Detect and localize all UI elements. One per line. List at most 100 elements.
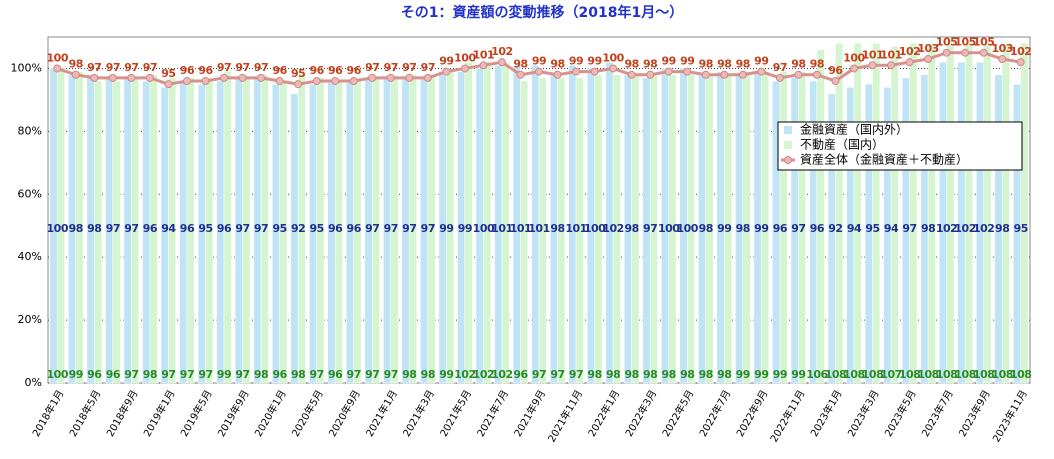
data-label: 94 xyxy=(161,222,176,235)
bar xyxy=(927,43,936,384)
data-label: 98 xyxy=(699,222,713,235)
point xyxy=(683,67,692,76)
point xyxy=(405,73,414,82)
point xyxy=(924,55,933,64)
y-tick-label: 0% xyxy=(25,376,42,389)
x-tick-label: 2022年5月 xyxy=(659,388,696,439)
data-label: 99 xyxy=(439,368,453,381)
data-label: 100 xyxy=(676,222,698,235)
data-label: 99 xyxy=(754,368,768,381)
data-label: 97 xyxy=(384,368,398,381)
point xyxy=(590,67,599,76)
data-label: 102 xyxy=(936,222,957,235)
data-label: 99 xyxy=(680,55,694,68)
data-label: 96 xyxy=(328,64,343,77)
data-label: 97 xyxy=(421,222,435,235)
data-label: 97 xyxy=(180,368,194,381)
point xyxy=(720,70,729,79)
bar xyxy=(742,71,751,384)
data-label: 102 xyxy=(602,222,623,235)
data-label: 97 xyxy=(365,222,379,235)
point xyxy=(257,73,266,82)
data-label: 101 xyxy=(473,48,494,61)
data-label: 97 xyxy=(106,61,120,74)
data-label: 105 xyxy=(973,36,994,49)
bar xyxy=(853,43,862,384)
point xyxy=(572,67,581,76)
point xyxy=(979,48,988,57)
data-label: 99 xyxy=(736,368,750,381)
point xyxy=(108,73,117,82)
point xyxy=(516,70,525,79)
data-label: 96 xyxy=(180,64,195,77)
data-label: 96 xyxy=(773,222,788,235)
x-tick-label: 2023年7月 xyxy=(919,388,956,439)
point xyxy=(53,64,62,73)
point xyxy=(442,67,451,76)
data-label: 105 xyxy=(936,36,957,49)
bar xyxy=(575,77,584,384)
data-label: 98 xyxy=(995,222,1009,235)
data-label: 107 xyxy=(880,368,901,381)
data-label: 99 xyxy=(791,368,805,381)
data-label: 97 xyxy=(402,222,416,235)
data-label: 97 xyxy=(254,222,268,235)
point xyxy=(201,77,210,86)
x-tick-label: 2023年3月 xyxy=(845,388,882,439)
data-label: 97 xyxy=(161,368,175,381)
data-label: 101 xyxy=(565,222,586,235)
bar xyxy=(205,77,214,384)
data-label: 96 xyxy=(217,222,232,235)
data-label: 98 xyxy=(87,222,101,235)
x-tick-label: 2023年1月 xyxy=(807,388,844,439)
point xyxy=(220,73,229,82)
point xyxy=(998,55,1007,64)
point xyxy=(423,73,432,82)
data-label: 108 xyxy=(991,368,1012,381)
data-label: 98 xyxy=(550,58,564,71)
point xyxy=(386,73,395,82)
point xyxy=(831,77,840,86)
x-tick-label: 2022年1月 xyxy=(585,388,622,439)
bar xyxy=(964,43,973,384)
point xyxy=(164,80,173,89)
data-label: 101 xyxy=(528,222,549,235)
data-label: 98 xyxy=(643,58,657,71)
bar xyxy=(798,71,807,384)
point xyxy=(664,67,673,76)
legend-marker xyxy=(784,156,792,164)
y-tick-label: 20% xyxy=(18,313,42,326)
point xyxy=(627,70,636,79)
point xyxy=(609,64,618,73)
data-label: 96 xyxy=(106,368,121,381)
bar xyxy=(1020,43,1029,384)
data-label: 97 xyxy=(124,61,138,74)
bar xyxy=(186,77,195,384)
x-tick-label: 2020年1月 xyxy=(252,388,289,439)
x-tick-label: 2021年7月 xyxy=(474,387,511,438)
data-label: 99 xyxy=(69,368,83,381)
point xyxy=(368,73,377,82)
data-label: 108 xyxy=(899,368,920,381)
bar xyxy=(353,77,362,384)
x-tick-label: 2019年5月 xyxy=(178,388,215,439)
data-label: 96 xyxy=(328,368,343,381)
bar xyxy=(168,77,177,384)
data-label: 97 xyxy=(124,368,138,381)
data-label: 95 xyxy=(291,67,305,80)
bar xyxy=(1001,43,1010,384)
data-label: 103 xyxy=(991,42,1012,55)
data-label: 97 xyxy=(643,222,657,235)
x-tick-label: 2023年5月 xyxy=(882,388,919,439)
x-tick-label: 2018年1月 xyxy=(29,388,66,439)
data-label: 98 xyxy=(254,368,268,381)
point xyxy=(961,48,970,57)
bar xyxy=(464,61,473,384)
data-label: 98 xyxy=(69,222,83,235)
data-label: 97 xyxy=(569,368,583,381)
legend-box xyxy=(777,121,1023,171)
bar xyxy=(260,74,269,384)
point xyxy=(275,77,284,86)
data-label: 102 xyxy=(473,368,494,381)
data-label: 98 xyxy=(550,222,564,235)
